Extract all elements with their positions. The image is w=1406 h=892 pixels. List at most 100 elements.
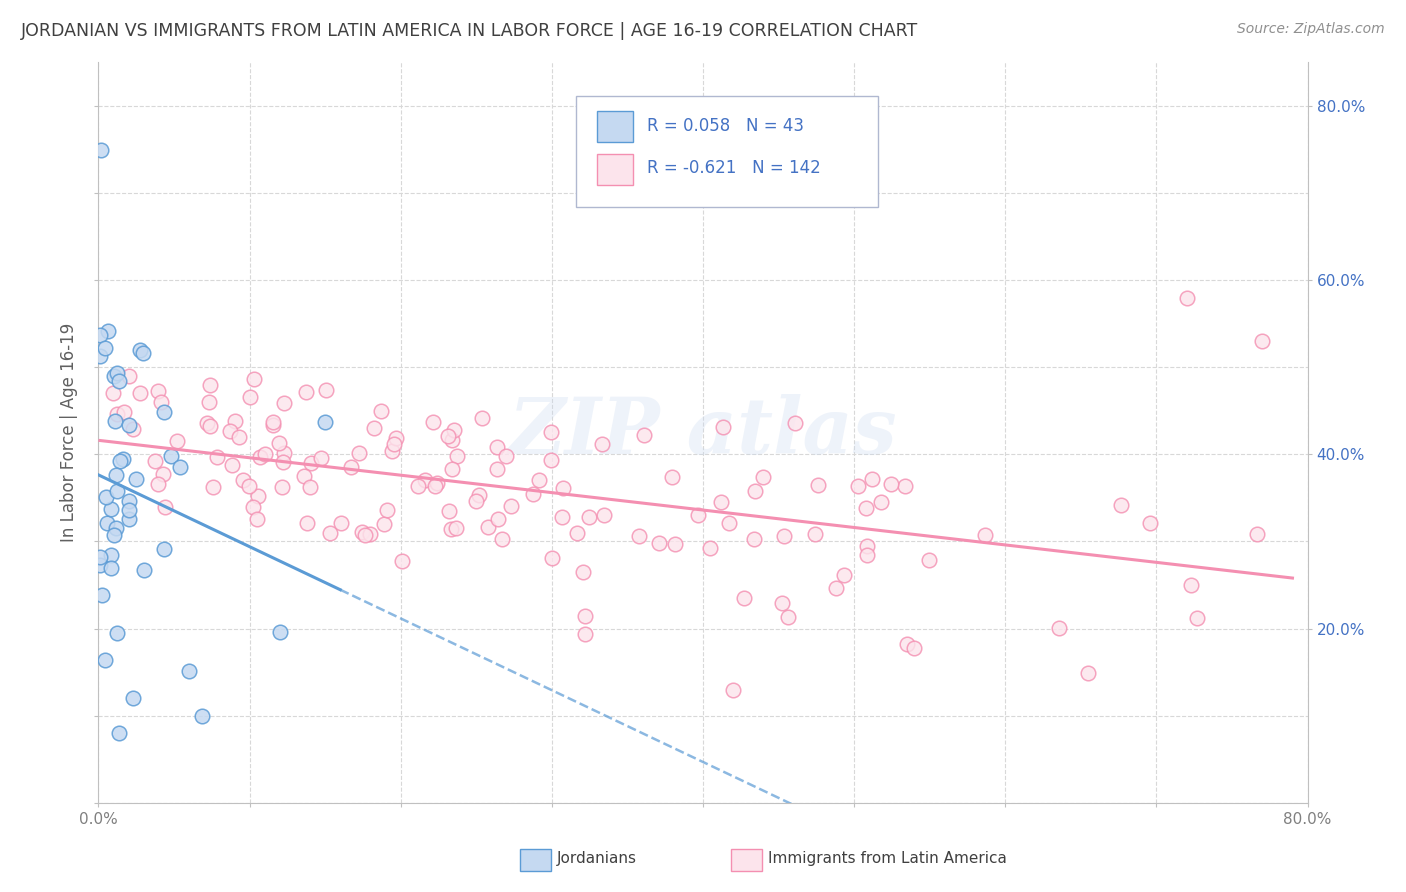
Point xyxy=(201,480,224,494)
Point xyxy=(783,416,806,430)
Point xyxy=(413,474,436,488)
Point xyxy=(422,415,444,429)
Text: Source: ZipAtlas.com: Source: ZipAtlas.com xyxy=(1237,22,1385,37)
Point xyxy=(832,568,855,582)
Point xyxy=(869,494,891,508)
Point xyxy=(97,324,120,338)
Bar xyxy=(596,112,633,143)
Point xyxy=(94,653,117,667)
Point xyxy=(540,551,562,566)
Point xyxy=(243,371,266,385)
Point xyxy=(89,328,111,343)
Point xyxy=(103,528,125,542)
Point xyxy=(486,461,509,475)
Point xyxy=(195,416,218,430)
Point xyxy=(104,521,127,535)
Point xyxy=(238,479,260,493)
Text: R = 0.058   N = 43: R = 0.058 N = 43 xyxy=(647,117,804,135)
Point xyxy=(408,479,430,493)
Point xyxy=(628,529,651,543)
Y-axis label: In Labor Force | Age 16-19: In Labor Force | Age 16-19 xyxy=(60,323,79,542)
Point xyxy=(207,450,229,464)
Point xyxy=(247,489,270,503)
Point xyxy=(89,558,111,572)
Point xyxy=(246,512,269,526)
Point xyxy=(571,565,593,579)
Point xyxy=(1180,577,1202,591)
Point xyxy=(153,542,176,557)
Point xyxy=(198,419,221,434)
Point xyxy=(273,396,295,410)
Text: R = -0.621   N = 142: R = -0.621 N = 142 xyxy=(647,160,821,178)
Point xyxy=(903,640,925,655)
Point xyxy=(446,449,468,463)
Point xyxy=(686,508,709,523)
Point xyxy=(242,500,264,515)
Point xyxy=(385,431,408,445)
Point xyxy=(439,504,461,518)
Point xyxy=(804,527,827,541)
Point xyxy=(108,454,131,468)
Point xyxy=(239,390,262,404)
Point xyxy=(160,449,183,463)
Point xyxy=(129,386,152,401)
Point xyxy=(776,610,799,624)
Point xyxy=(499,500,522,514)
Point xyxy=(103,369,125,384)
Point xyxy=(125,472,148,486)
Point xyxy=(359,527,381,541)
Point xyxy=(221,458,243,472)
Point xyxy=(118,502,141,516)
Point xyxy=(117,368,139,383)
Point xyxy=(1251,334,1274,348)
Point xyxy=(89,349,111,363)
Point xyxy=(551,481,574,495)
Point xyxy=(718,516,741,531)
Point xyxy=(574,627,596,641)
Point xyxy=(132,345,155,359)
Point xyxy=(633,428,655,442)
Point xyxy=(299,456,322,470)
Point xyxy=(273,446,295,460)
Point xyxy=(440,433,463,447)
Point xyxy=(132,563,155,577)
Point xyxy=(89,550,111,565)
Point xyxy=(893,479,915,493)
Text: Jordanians: Jordanians xyxy=(557,852,637,866)
Point xyxy=(315,383,337,397)
Point xyxy=(309,450,332,465)
Point xyxy=(105,626,128,640)
FancyBboxPatch shape xyxy=(576,95,879,207)
Point xyxy=(254,446,277,460)
Point xyxy=(540,425,562,439)
Point xyxy=(486,440,509,454)
Point xyxy=(314,415,336,429)
Point xyxy=(352,525,374,540)
Point xyxy=(295,516,318,530)
Point xyxy=(269,435,291,450)
Point xyxy=(495,449,517,463)
Point xyxy=(486,511,509,525)
Point xyxy=(121,422,143,436)
Point xyxy=(440,522,463,536)
Point xyxy=(551,510,574,524)
Point xyxy=(349,446,371,460)
Point xyxy=(918,552,941,566)
Point xyxy=(773,529,796,543)
Point xyxy=(1246,527,1268,541)
Text: Immigrants from Latin America: Immigrants from Latin America xyxy=(768,852,1007,866)
Point xyxy=(319,526,342,541)
Point xyxy=(896,637,918,651)
Point xyxy=(112,452,135,467)
Point xyxy=(855,539,877,553)
Point xyxy=(232,473,254,487)
Point xyxy=(574,608,596,623)
Point xyxy=(437,429,460,443)
Point xyxy=(1175,291,1198,305)
Point xyxy=(744,484,766,499)
Point xyxy=(219,424,242,438)
Point xyxy=(468,488,491,502)
Point xyxy=(1077,665,1099,680)
Text: ZIP atlas: ZIP atlas xyxy=(509,394,897,471)
Point xyxy=(464,493,486,508)
